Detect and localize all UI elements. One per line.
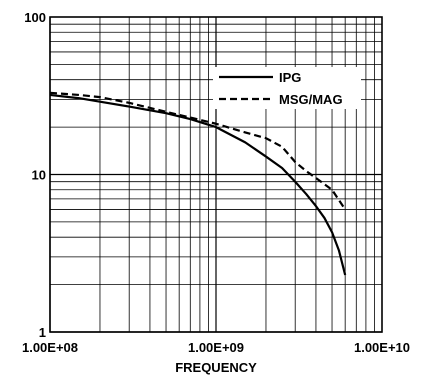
x-axis-label: FREQUENCY [175,360,257,375]
series-line-ipg [49,93,347,276]
gridlines [49,17,382,333]
plot-frame [49,16,383,333]
x-tick-label: 1.00E+10 [354,340,410,355]
legend: IPG MSG/MAG [213,67,361,109]
y-tick-label: 10 [32,168,46,183]
y-tick-label: 100 [24,10,46,25]
tick-labels: 1.00E+08 1.00E+09 1.00E+10 1 10 100 [22,10,410,355]
y-tick-label: 1 [39,325,46,340]
series-line-msg-mag [49,91,347,211]
legend-background [213,67,361,109]
legend-label: MSG/MAG [279,92,343,107]
x-tick-label: 1.00E+08 [22,340,78,355]
series-group [49,91,347,276]
x-tick-label: 1.00E+09 [188,340,244,355]
legend-label: IPG [279,70,301,85]
